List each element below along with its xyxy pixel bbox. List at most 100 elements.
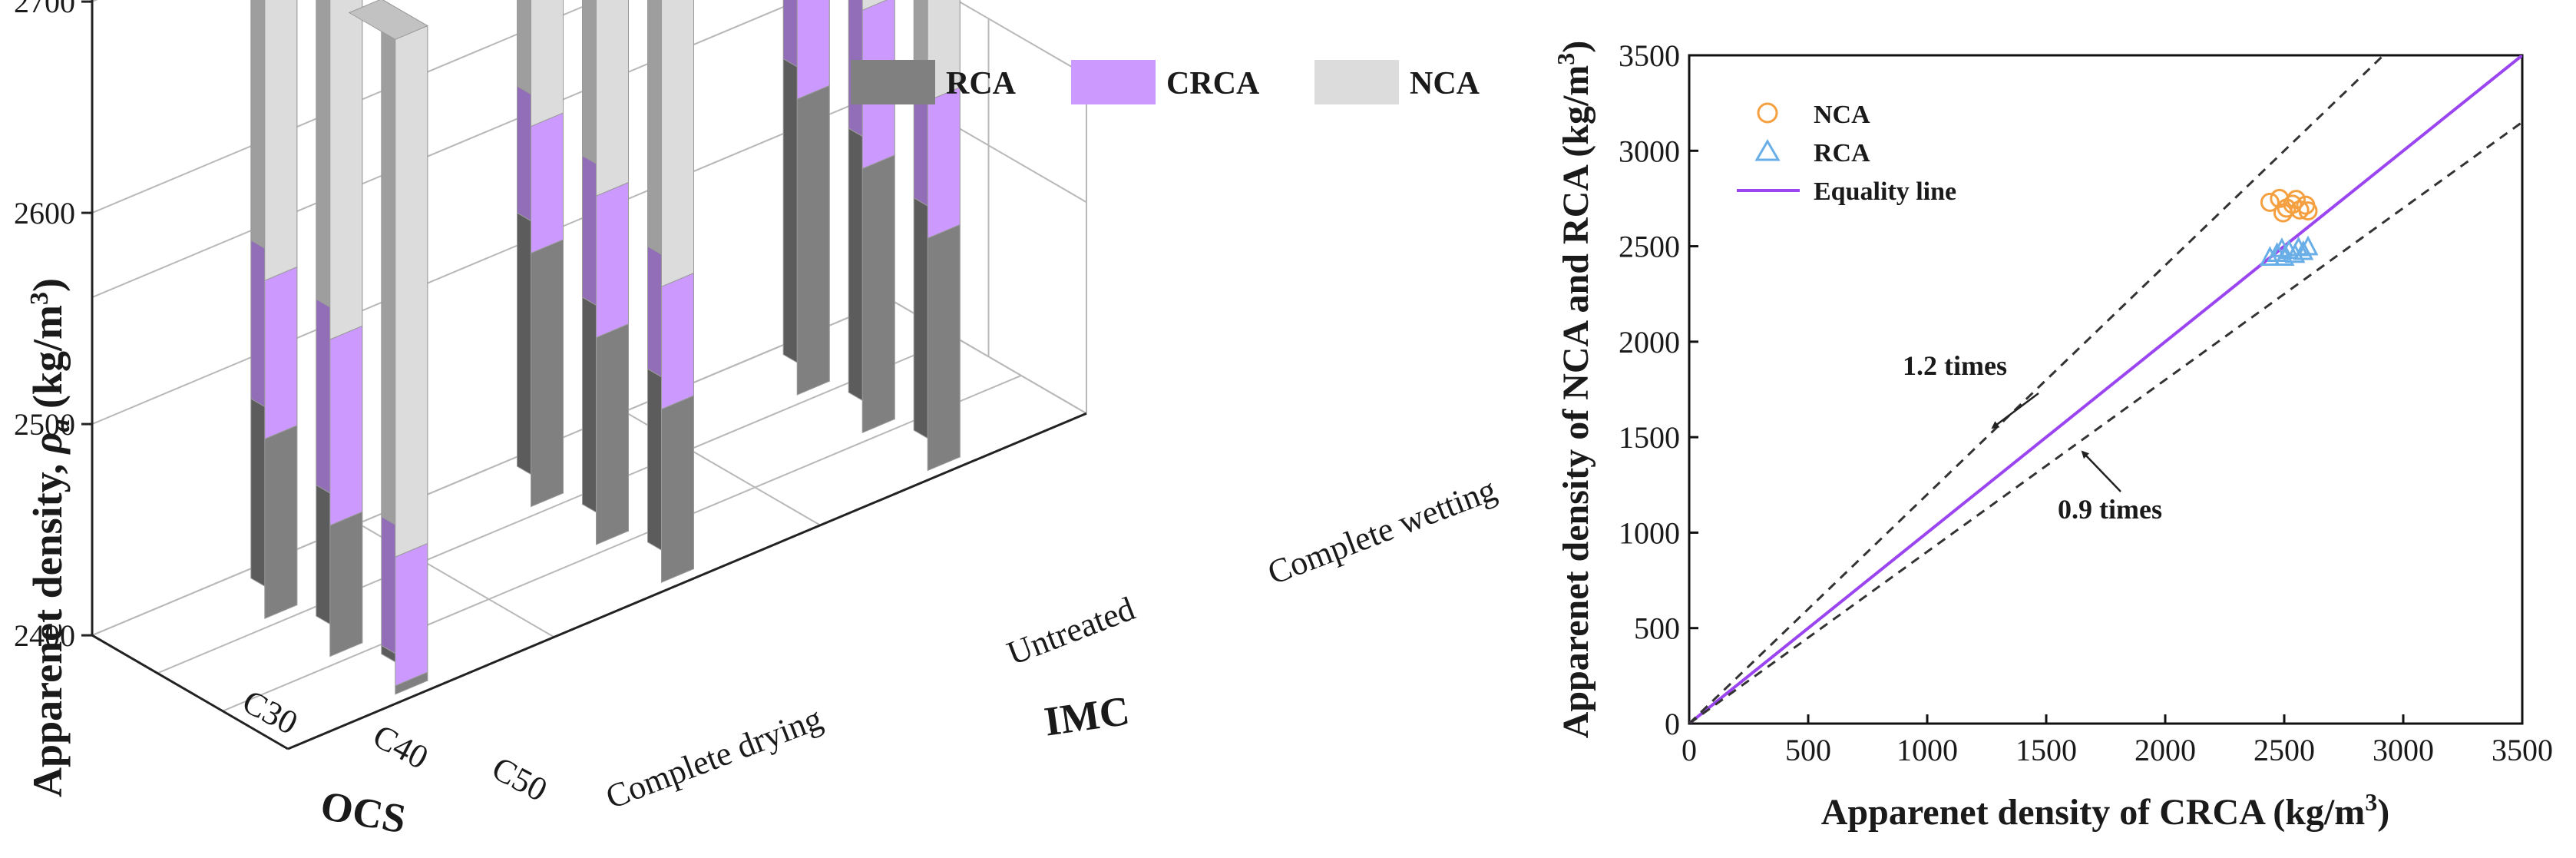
point-rca bbox=[2271, 237, 2293, 257]
x-tick-label: 2000 bbox=[2135, 733, 2196, 767]
x-tick-label: 2500 bbox=[2254, 733, 2315, 767]
scatter-points bbox=[2259, 188, 2319, 266]
bar-nca-c40-untreated-front bbox=[596, 0, 629, 197]
bar-crca-c50-complete-drying-front bbox=[395, 542, 428, 687]
legend-item-nca: NCA bbox=[1314, 60, 1480, 104]
scatter-legend: NCA RCA Equality line bbox=[1737, 101, 1956, 206]
ocs-label-c30: C30 bbox=[236, 682, 304, 742]
legend-label-rca: RCA bbox=[1814, 139, 1870, 167]
bar-nca-c40-complete-drying-front bbox=[329, 0, 363, 340]
y-axis-title: Apparenet density of NCA and RCA (kg/m3) bbox=[1552, 41, 1596, 739]
legend-label-rca: RCA bbox=[946, 66, 1017, 101]
bar3d-chart: 24002500260027002800 Apparenet density, … bbox=[14, 0, 1501, 842]
annotation-arrow-1-2-times bbox=[1991, 393, 2039, 429]
legend-swatch-rca bbox=[851, 60, 935, 104]
bar-rca-c50-untreated-front bbox=[661, 395, 694, 583]
annotation-0-9-times: 0.9 times bbox=[2058, 494, 2162, 525]
bar-nca-c30-complete-drying-front bbox=[264, 0, 298, 281]
legend-label-equality-line: Equality line bbox=[1814, 177, 1956, 206]
z-gridline bbox=[91, 88, 891, 426]
x-axis-title: Apparenet density of CRCA (kg/m3) bbox=[1821, 788, 2389, 833]
z-axis-title: Apparenet density, ρa (kg/m3) bbox=[25, 278, 75, 797]
x-tick-label: 1500 bbox=[2015, 733, 2077, 767]
legend-marker-rca bbox=[1754, 139, 1781, 161]
legend-item-crca: CRCA bbox=[1071, 60, 1260, 104]
z-tick-label: 2400 bbox=[14, 618, 75, 653]
bar-rca-c40-complete-drying-front bbox=[329, 511, 363, 658]
x-tick-label: 3000 bbox=[2373, 733, 2434, 767]
bar-rca-c40-complete-wetting-front bbox=[861, 154, 895, 434]
legend-3d: RCA CRCA NCA bbox=[851, 60, 1480, 104]
ocs-axis-title: OCS bbox=[317, 782, 409, 842]
bar-rca-c40-untreated-front bbox=[596, 323, 629, 545]
z-axis-ticks: 24002500260027002800 bbox=[14, 0, 92, 653]
point-nca bbox=[2273, 203, 2293, 223]
bar-nca-c40-complete-wetting-front bbox=[861, 0, 888, 12]
x-tick-label: 500 bbox=[1785, 733, 1831, 767]
floor-gridline bbox=[222, 374, 1022, 712]
bar-crca-c30-complete-wetting-front bbox=[796, 0, 830, 100]
bar-nca-c50-complete-wetting-front bbox=[927, 0, 961, 102]
y-tick-label: 1000 bbox=[1619, 515, 1680, 550]
point-rca bbox=[2293, 240, 2314, 260]
bars-3d bbox=[250, 0, 961, 695]
bar-nca-c50-untreated-front bbox=[661, 0, 694, 287]
bar-nca-c50-complete-drying-top bbox=[348, 0, 428, 40]
bar-crca-c40-complete-drying-front bbox=[329, 325, 363, 526]
ref-line-equality-line bbox=[1689, 55, 2522, 724]
y-tick-label: 500 bbox=[1634, 611, 1680, 646]
z-gridline bbox=[91, 299, 891, 637]
annotation-arrow-0-9-times bbox=[2081, 450, 2121, 492]
point-nca bbox=[2298, 201, 2318, 221]
scatter-axis-ticks: 0 500 1000 1500 2000 2500 3000 3500 0 500 1000 1500… bbox=[1619, 38, 2553, 767]
ocs-label-c40: C40 bbox=[367, 717, 435, 777]
legend-swatch-crca bbox=[1071, 60, 1156, 104]
legend-marker-nca bbox=[1757, 102, 1778, 124]
imc-axis-title: IMC bbox=[1041, 687, 1132, 745]
z-tick-label: 2500 bbox=[14, 407, 75, 442]
back-wall-edge bbox=[91, 0, 802, 299]
bar-crca-c30-untreated-front bbox=[531, 112, 564, 254]
bar-crca-c50-complete-wetting-front bbox=[927, 86, 961, 239]
z-gridline bbox=[91, 0, 601, 214]
legend-label-nca: NCA bbox=[1814, 101, 1870, 129]
point-rca bbox=[2297, 235, 2319, 256]
ocs-axis-line bbox=[91, 634, 289, 750]
point-nca bbox=[2287, 190, 2306, 210]
imc-label-complete-drying: Complete drying bbox=[600, 699, 827, 816]
y-tick-label: 0 bbox=[1665, 707, 1680, 741]
z-tick-label: 2600 bbox=[14, 196, 75, 230]
bar-nca-c50-complete-drying-front bbox=[395, 25, 428, 558]
scatter-chart: 0 500 1000 1500 2000 2500 3000 3500 0 500 1000 1500… bbox=[1552, 38, 2553, 833]
reference-lines bbox=[1689, 55, 2522, 724]
y-tick-label: 2000 bbox=[1619, 325, 1680, 359]
floor-gridline bbox=[157, 336, 957, 674]
bar-rca-c30-complete-drying-front bbox=[264, 425, 298, 619]
ocs-label-c50: C50 bbox=[486, 749, 554, 809]
ref-line-0-9-times bbox=[1689, 121, 2522, 724]
annotation-1-2-times: 1.2 times bbox=[1903, 350, 2007, 381]
point-nca bbox=[2260, 192, 2280, 212]
imc-label-complete-wetting: Complete wetting bbox=[1262, 470, 1501, 591]
bar-crca-c50-untreated-front bbox=[661, 272, 694, 410]
z-gridline bbox=[91, 0, 98, 3]
y-tick-label: 3500 bbox=[1619, 38, 1680, 73]
legend-item-rca: RCA bbox=[851, 60, 1017, 104]
imc-axis-line bbox=[287, 412, 1087, 750]
bar-crca-c40-untreated-front bbox=[596, 181, 629, 339]
bar-rca-c30-complete-wetting-front bbox=[796, 84, 830, 396]
x-tick-label: 0 bbox=[1682, 733, 1697, 767]
bar-rca-c50-complete-wetting-front bbox=[927, 224, 961, 472]
back-wall-edge bbox=[954, 0, 1087, 77]
z-tick-label: 2700 bbox=[14, 0, 75, 19]
y-tick-label: 1500 bbox=[1619, 420, 1680, 455]
bar-rca-c30-untreated-front bbox=[531, 239, 564, 508]
y-tick-label: 3000 bbox=[1619, 134, 1680, 168]
x-tick-label: 1000 bbox=[1896, 733, 1958, 767]
imc-label-untreated: Untreated bbox=[1002, 590, 1140, 673]
legend-label-nca: NCA bbox=[1410, 66, 1480, 101]
y-tick-label: 2500 bbox=[1619, 230, 1680, 264]
legend-label-crca: CRCA bbox=[1166, 66, 1260, 101]
legend-swatch-nca bbox=[1314, 60, 1399, 104]
